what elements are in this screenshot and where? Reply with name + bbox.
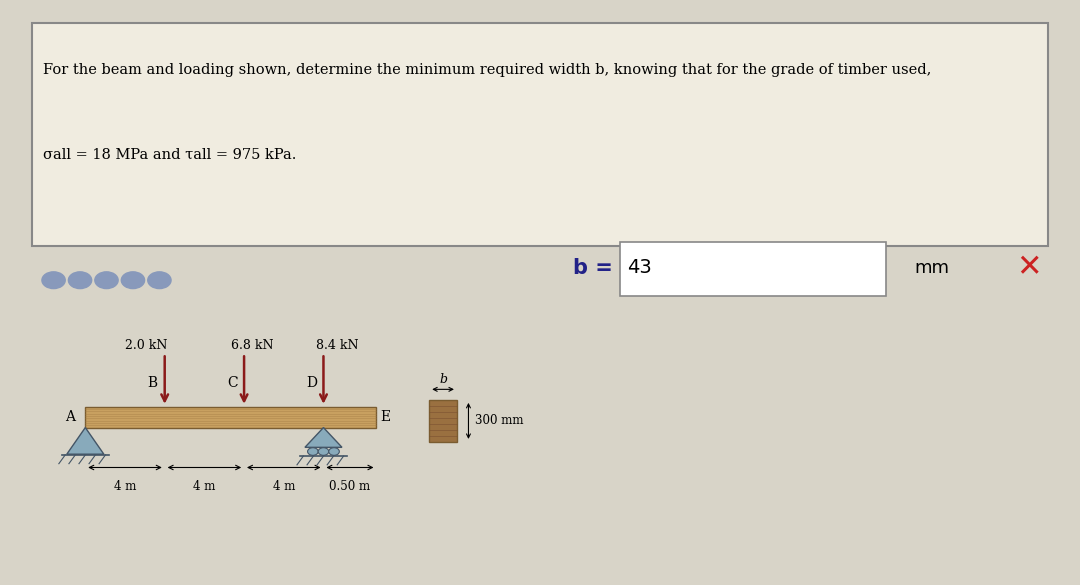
Bar — [85, 407, 377, 428]
Text: 0.50 m: 0.50 m — [329, 480, 370, 493]
Text: 4 m: 4 m — [113, 480, 136, 493]
Circle shape — [328, 448, 339, 455]
Bar — [430, 400, 457, 442]
Text: ✕: ✕ — [1016, 253, 1041, 282]
FancyBboxPatch shape — [620, 242, 886, 296]
Circle shape — [148, 272, 171, 288]
Text: σall = 18 MPa and τall = 975 kPa.: σall = 18 MPa and τall = 975 kPa. — [42, 148, 296, 162]
Text: mm: mm — [915, 259, 949, 277]
Polygon shape — [67, 428, 104, 454]
Text: 8.4 kN: 8.4 kN — [315, 339, 359, 352]
Text: D: D — [307, 376, 318, 390]
Text: b: b — [440, 373, 447, 386]
Text: 4 m: 4 m — [272, 480, 295, 493]
Text: 2.0 kN: 2.0 kN — [125, 339, 167, 352]
Text: C: C — [227, 376, 238, 390]
Circle shape — [319, 448, 328, 455]
Text: B: B — [148, 376, 158, 390]
FancyBboxPatch shape — [32, 23, 1048, 246]
Circle shape — [68, 272, 92, 288]
Text: 6.8 kN: 6.8 kN — [231, 339, 273, 352]
Text: 4 m: 4 m — [193, 480, 216, 493]
Text: E: E — [380, 410, 391, 424]
Circle shape — [308, 448, 319, 455]
Circle shape — [95, 272, 118, 288]
Text: b =: b = — [572, 258, 620, 278]
Text: For the beam and loading shown, determine the minimum required width b, knowing : For the beam and loading shown, determin… — [42, 63, 931, 77]
Circle shape — [42, 272, 65, 288]
Text: 300 mm: 300 mm — [475, 414, 524, 428]
Polygon shape — [305, 428, 342, 448]
Text: 43: 43 — [627, 258, 652, 277]
Circle shape — [121, 272, 145, 288]
Text: A: A — [65, 410, 76, 424]
